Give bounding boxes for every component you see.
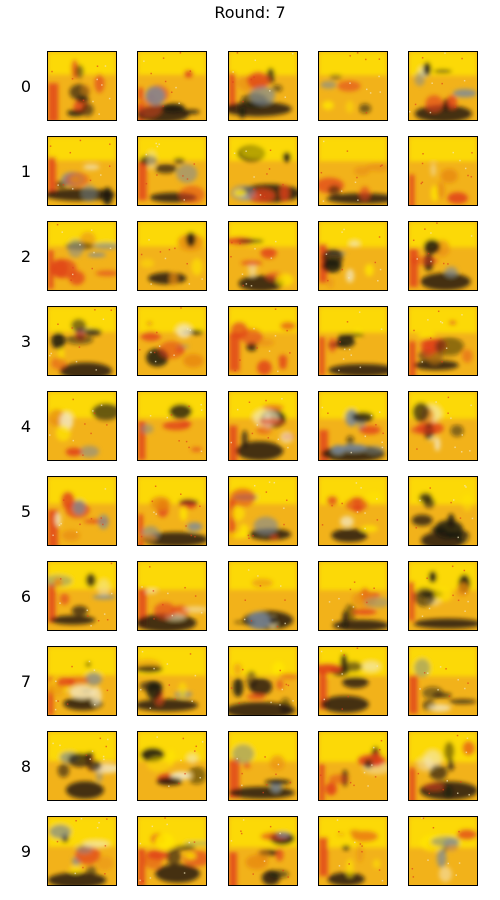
sample-image [408, 136, 478, 206]
row-label: 6 [20, 587, 32, 606]
sample-image [408, 221, 478, 291]
sample-row-9: 9 [0, 816, 500, 888]
sample-row-3: 3 [0, 306, 500, 378]
sample-image [228, 816, 298, 886]
sample-image [137, 646, 207, 716]
sample-image [318, 51, 388, 121]
sample-image [47, 646, 117, 716]
sample-image [137, 51, 207, 121]
sample-image [47, 51, 117, 121]
sample-image [318, 561, 388, 631]
figure-title: Round: 7 [214, 3, 286, 22]
sample-image [318, 391, 388, 461]
sample-image [408, 51, 478, 121]
sample-image [318, 646, 388, 716]
sample-image [408, 476, 478, 546]
sample-image [47, 136, 117, 206]
sample-image [137, 306, 207, 376]
sample-image [137, 391, 207, 461]
sample-row-0: 0 [0, 51, 500, 123]
sample-image [47, 306, 117, 376]
row-label: 4 [20, 417, 32, 436]
sample-image [137, 476, 207, 546]
sample-image [228, 391, 298, 461]
sample-row-6: 6 [0, 561, 500, 633]
sample-image [228, 51, 298, 121]
sample-image [228, 136, 298, 206]
sample-image [408, 306, 478, 376]
row-label: 0 [20, 77, 32, 96]
sample-row-7: 7 [0, 646, 500, 718]
sample-row-4: 4 [0, 391, 500, 463]
sample-image [228, 646, 298, 716]
sample-image [408, 391, 478, 461]
row-label: 2 [20, 247, 32, 266]
sample-image [228, 731, 298, 801]
sample-image [228, 561, 298, 631]
sample-image [318, 221, 388, 291]
sample-image [318, 306, 388, 376]
sample-image [137, 221, 207, 291]
sample-image [318, 136, 388, 206]
row-label: 7 [20, 672, 32, 691]
sample-image [318, 816, 388, 886]
sample-image [47, 391, 117, 461]
sample-row-5: 5 [0, 476, 500, 548]
sample-row-8: 8 [0, 731, 500, 803]
row-label: 3 [20, 332, 32, 351]
sample-image [228, 476, 298, 546]
sample-image [408, 816, 478, 886]
sample-image [47, 561, 117, 631]
sample-image [408, 561, 478, 631]
sample-image [228, 221, 298, 291]
sample-image [47, 221, 117, 291]
sample-image [318, 476, 388, 546]
sample-image [137, 561, 207, 631]
sample-image [137, 816, 207, 886]
sample-image [47, 816, 117, 886]
sample-image [137, 731, 207, 801]
row-label: 1 [20, 162, 32, 181]
sample-row-1: 1 [0, 136, 500, 208]
sample-image [408, 731, 478, 801]
row-label: 5 [20, 502, 32, 521]
sample-image [47, 476, 117, 546]
sample-image [228, 306, 298, 376]
sample-image [318, 731, 388, 801]
sample-image [408, 646, 478, 716]
row-label: 9 [20, 842, 32, 861]
sample-image [47, 731, 117, 801]
row-label: 8 [20, 757, 32, 776]
sample-image [137, 136, 207, 206]
sample-row-2: 2 [0, 221, 500, 293]
